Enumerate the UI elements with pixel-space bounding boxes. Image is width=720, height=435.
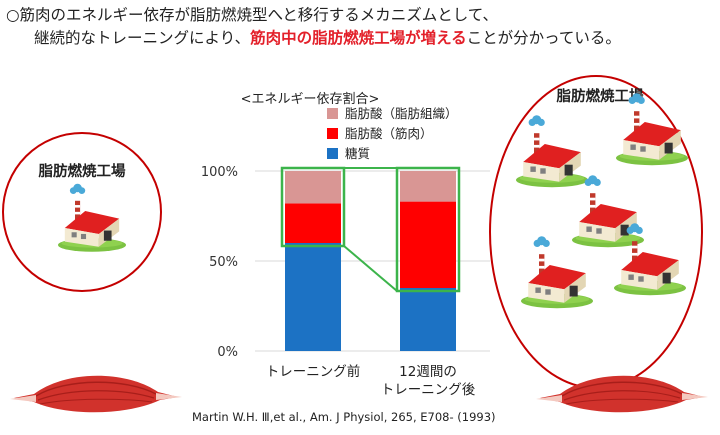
- heading-line-2-after: ことが分かっている。: [466, 29, 621, 47]
- chart-legend: 脂肪酸（脂肪組織） 脂肪酸（筋肉） 糖質: [327, 106, 458, 161]
- connector-line: [343, 245, 398, 292]
- x-tick-label: トレーニング前: [266, 363, 361, 380]
- muscle-icon-left: [9, 375, 183, 413]
- legend-label: 糖質: [345, 146, 370, 161]
- left-circle-label: 脂肪燃焼工場: [39, 162, 126, 180]
- y-tick-label: 50%: [209, 255, 238, 270]
- chart: <エネルギー依存割合> 脂肪酸（脂肪組織） 脂肪酸（筋肉） 糖質 0% 50% 100%…: [201, 91, 490, 398]
- left-factory-circle: [2, 132, 162, 292]
- x-tick-label: トレーニング後: [381, 382, 476, 398]
- y-tick-label: 0%: [217, 345, 238, 360]
- heading-line-2: 継続的なトレーニングにより、筋肉中の脂肪燃焼工場が増えることが分かっている。: [6, 27, 621, 50]
- right-circle-label: 脂肪燃焼工場: [557, 87, 644, 105]
- bar-segment: [285, 171, 341, 204]
- heading-highlight: 筋肉中の脂肪燃焼工場が増える: [250, 29, 467, 47]
- heading: ○筋肉のエネルギー依存が脂肪燃焼型へと移行するメカニズムとして、 継続的なトレー…: [6, 4, 621, 50]
- chart-bars: [280, 166, 461, 351]
- highlight-box: [280, 166, 346, 248]
- legend-swatch: [327, 108, 338, 119]
- bar-segment: [285, 203, 341, 243]
- bar-segment: [285, 243, 341, 351]
- legend-label: 脂肪酸（筋肉）: [345, 126, 433, 141]
- legend-swatch: [327, 128, 338, 139]
- bar-segment: [400, 288, 456, 351]
- heading-line-2-before: 継続的なトレーニングにより、: [34, 29, 251, 47]
- legend-swatch: [327, 148, 338, 159]
- heading-line-1: ○筋肉のエネルギー依存が脂肪燃焼型へと移行するメカニズムとして、: [6, 6, 499, 24]
- bar-segment: [400, 171, 456, 202]
- y-tick-label: 100%: [201, 165, 238, 180]
- chart-title: <エネルギー依存割合>: [241, 91, 380, 107]
- highlight-box: [395, 166, 461, 293]
- legend-label: 脂肪酸（脂肪組織）: [345, 106, 458, 121]
- muscle-icon-right: [535, 375, 709, 413]
- bar-segment: [400, 201, 456, 288]
- x-tick-label: 12週間の: [399, 364, 457, 380]
- citation: Martin W.H. Ⅲ,et al., Am. J Physiol, 265…: [192, 410, 496, 424]
